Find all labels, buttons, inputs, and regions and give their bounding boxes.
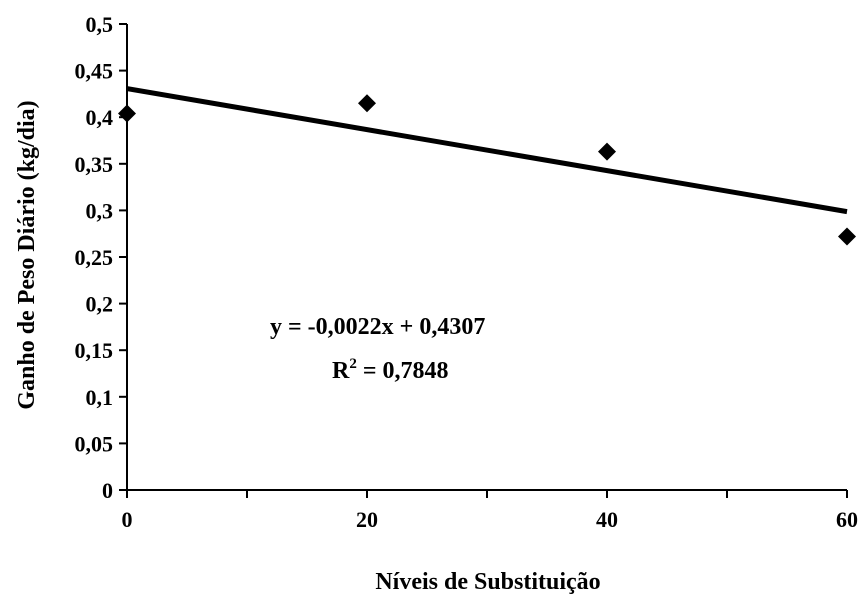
y-tick-label: 0,1 — [86, 385, 114, 410]
y-tick-label: 0 — [102, 478, 113, 503]
data-point — [598, 142, 616, 161]
x-axis: 0 20 40 60 — [122, 489, 858, 532]
y-tick-label: 0,05 — [75, 431, 114, 456]
r-squared-prefix: R — [332, 358, 350, 384]
trendline — [126, 86, 848, 215]
r-squared-value: = 0,7848 — [357, 358, 449, 384]
x-tick-label: 60 — [836, 507, 858, 532]
data-point — [118, 104, 136, 123]
r-squared-superscript: 2 — [349, 356, 357, 372]
y-tick-label: 0,4 — [86, 105, 114, 130]
x-tick-label: 40 — [596, 507, 618, 532]
y-tick-label: 0,5 — [86, 12, 114, 37]
regression-annotation: y = -0,0022x + 0,4307 R2 = 0,7848 — [270, 314, 485, 384]
data-point — [838, 227, 856, 246]
x-axis-title: Níveis de Substituição — [375, 569, 600, 595]
r-squared-label: R2 = 0,7848 — [332, 356, 449, 384]
y-tick-label: 0,3 — [86, 198, 114, 223]
x-tick-label: 0 — [122, 507, 133, 532]
y-tick-label: 0,35 — [75, 152, 114, 177]
data-point — [358, 94, 376, 113]
y-axis-title: Ganho de Peso Diário (kg/dia) — [14, 100, 40, 409]
data-points — [118, 94, 856, 246]
trendline-group — [126, 86, 848, 215]
y-tick-label: 0,15 — [75, 338, 114, 363]
y-tick-label: 0,2 — [86, 292, 114, 317]
y-axis: 0 0,05 0,1 0,15 0,2 0,25 0,3 0,35 0,4 0,45 0,5 — [75, 12, 128, 503]
y-tick-label: 0,45 — [75, 59, 114, 84]
regression-equation: y = -0,0022x + 0,4307 — [270, 314, 485, 340]
x-tick-label: 20 — [356, 507, 378, 532]
y-tick-label: 0,25 — [75, 245, 114, 270]
